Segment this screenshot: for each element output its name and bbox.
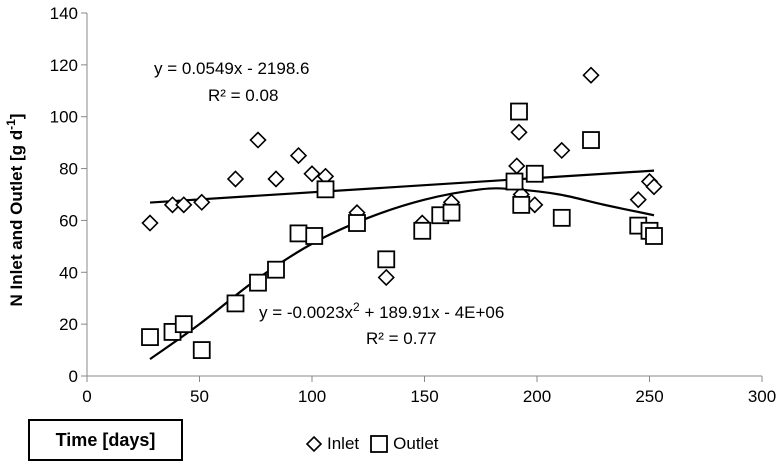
x-axis-label: Time [days] xyxy=(28,419,183,461)
inlet-point xyxy=(289,146,308,165)
inlet-point xyxy=(226,170,245,188)
y-tick-label: 80 xyxy=(59,160,78,179)
outlet-point xyxy=(267,260,285,279)
inlet-point xyxy=(141,214,159,232)
inlet-point xyxy=(175,196,193,214)
x-tick-label: 200 xyxy=(523,387,551,406)
inlet-point xyxy=(163,196,182,214)
y-tick-label: 40 xyxy=(59,263,78,282)
outlet-point xyxy=(582,131,600,149)
inlet-trend-equation: y = 0.0549x - 2198.6 xyxy=(154,59,309,78)
outlet-point xyxy=(413,221,432,240)
square-marker-icon xyxy=(370,435,389,453)
legend-item-inlet: Inlet xyxy=(305,434,359,454)
x-axis-ticks: 0 50 100 150 200 250 300 xyxy=(82,376,776,406)
inlet-trend-r2: R² = 0.08 xyxy=(208,86,278,105)
inlet-point xyxy=(377,268,395,287)
inlet-point xyxy=(510,123,528,141)
outlet-point xyxy=(348,214,366,232)
outlet-trend-r2: R² = 0.77 xyxy=(366,329,436,348)
y-tick-label: 100 xyxy=(50,108,78,127)
outlet-point xyxy=(552,208,571,227)
outlet-point xyxy=(442,203,461,222)
x-tick-label: 150 xyxy=(410,387,438,406)
outlet-point xyxy=(305,227,324,245)
x-tick-label: 50 xyxy=(190,387,209,406)
data-points xyxy=(141,66,663,359)
outlet-point xyxy=(226,294,245,313)
inlet-point xyxy=(629,191,647,209)
legend-item-outlet: Outlet xyxy=(369,434,439,454)
y-tick-label: 140 xyxy=(50,4,78,23)
trendline-inlet xyxy=(149,169,655,204)
inlet-point xyxy=(582,66,600,84)
outlet-point xyxy=(289,224,308,243)
y-tick-label: 60 xyxy=(59,211,78,230)
legend: Inlet Outlet xyxy=(305,430,449,458)
outlet-point xyxy=(377,250,396,269)
y-tick-label: 120 xyxy=(50,56,78,75)
x-tick-label: 250 xyxy=(635,387,663,406)
inlet-point xyxy=(645,178,663,196)
legend-label-outlet: Outlet xyxy=(393,434,439,453)
outlet-point xyxy=(174,315,193,334)
y-tick-label: 0 xyxy=(69,367,78,386)
outlet-point xyxy=(141,328,159,347)
outlet-point xyxy=(512,195,531,214)
inlet-point xyxy=(553,141,571,160)
legend-label-inlet: Inlet xyxy=(327,434,360,453)
inlet-point xyxy=(303,165,321,183)
outlet-trend-equation: y = -0.0023x2 + 189.91x - 4E+06 xyxy=(259,300,504,322)
inlet-point xyxy=(267,170,285,188)
outlet-point xyxy=(505,172,524,191)
outlet-point xyxy=(249,273,267,292)
x-tick-label: 300 xyxy=(748,387,776,406)
diamond-marker-icon xyxy=(305,435,323,453)
x-tick-label: 0 xyxy=(82,387,91,406)
y-axis-ticks: 0 20 40 60 80 100 120 140 xyxy=(50,4,87,386)
inlet-point xyxy=(508,157,526,175)
inlet-point xyxy=(249,131,267,149)
outlet-point xyxy=(510,102,528,121)
inlet-point xyxy=(193,193,211,211)
y-tick-label: 20 xyxy=(59,315,78,334)
outlet-point xyxy=(316,180,335,199)
x-tick-label: 100 xyxy=(298,387,326,406)
outlet-point xyxy=(525,164,544,183)
outlet-point xyxy=(645,227,663,245)
y-axis-label: N Inlet and Outlet [g d-1] xyxy=(4,114,26,307)
outlet-point xyxy=(192,341,211,359)
